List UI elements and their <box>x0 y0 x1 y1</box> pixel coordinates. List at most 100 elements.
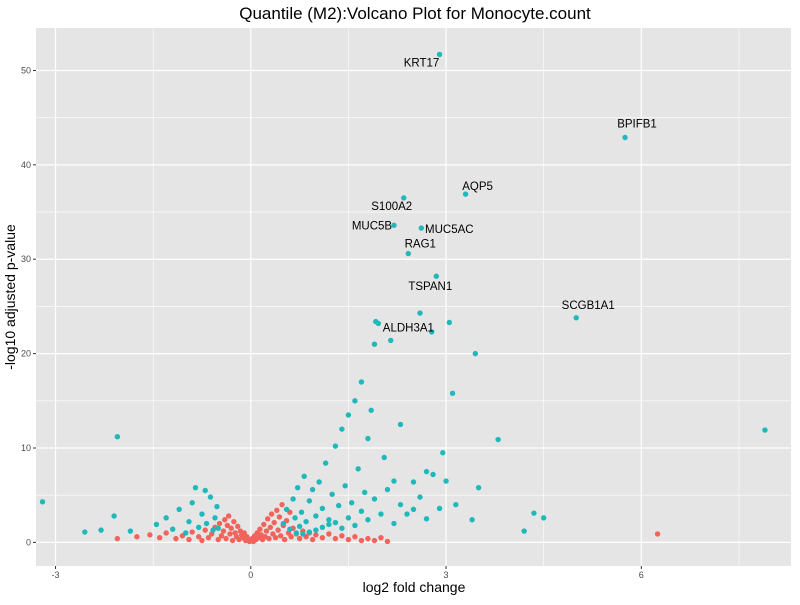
not_significant-point <box>173 535 179 542</box>
significant-point <box>280 520 287 527</box>
significant-point <box>378 511 384 517</box>
gene-label: AQP5 <box>462 181 493 193</box>
not_significant-point <box>296 535 303 542</box>
not_significant-point <box>267 524 274 531</box>
significant-point <box>433 273 439 279</box>
significant-point <box>440 450 446 456</box>
not_significant-point <box>279 501 285 508</box>
not_significant-point <box>313 532 319 538</box>
not_significant-point <box>281 536 288 543</box>
significant-point <box>300 531 306 537</box>
significant-point <box>404 511 410 517</box>
not_significant-point <box>263 528 270 534</box>
not_significant-point <box>358 537 365 544</box>
significant-point <box>283 506 290 513</box>
not_significant-point <box>268 511 275 517</box>
significant-point <box>446 319 452 326</box>
significant-point <box>322 460 329 466</box>
not_significant-point <box>261 521 267 528</box>
significant-point <box>153 521 160 528</box>
significant-point <box>430 471 436 478</box>
significant-point <box>326 517 332 523</box>
not_significant-point <box>196 534 202 540</box>
significant-point <box>472 350 479 357</box>
significant-point <box>391 520 397 527</box>
significant-point <box>475 484 482 491</box>
not_significant-point <box>265 516 271 522</box>
significant-point <box>371 341 378 347</box>
y-tick-label: 30 <box>21 254 31 264</box>
significant-point <box>176 506 182 513</box>
x-axis-title: log2 fold change <box>363 579 466 595</box>
significant-point <box>111 513 117 519</box>
x-tick-label: -3 <box>52 570 60 580</box>
significant-point <box>186 518 192 525</box>
significant-point <box>531 510 537 516</box>
not_significant-point <box>378 534 384 541</box>
significant-point <box>762 427 768 433</box>
plot-panel <box>36 28 791 566</box>
significant-point <box>215 525 221 531</box>
significant-point <box>423 468 430 475</box>
not_significant-point <box>241 530 247 536</box>
not_significant-point <box>371 537 378 544</box>
gene-label: ALDH3A1 <box>383 322 434 334</box>
significant-point <box>306 529 313 535</box>
significant-point <box>329 491 335 497</box>
not_significant-point <box>339 533 345 539</box>
not_significant-point <box>271 519 277 526</box>
major-grid <box>36 28 791 566</box>
not_significant-point <box>147 532 153 538</box>
significant-point <box>298 509 305 515</box>
gene-label: S100A2 <box>371 201 412 213</box>
significant-point <box>316 479 322 485</box>
significant-point <box>388 337 394 344</box>
not_significant-point <box>222 517 228 523</box>
y-tick-label: 10 <box>21 443 31 453</box>
not_significant-point <box>199 537 205 544</box>
significant-point <box>371 496 378 502</box>
y-tick-label: 50 <box>21 65 31 75</box>
significant-point <box>319 505 326 512</box>
x-tick-label: 3 <box>444 570 449 580</box>
significant-point <box>423 516 430 522</box>
gene-label: TSPAN1 <box>408 281 452 293</box>
significant-point <box>348 500 355 506</box>
not_significant-point <box>272 534 279 541</box>
significant-point <box>375 320 382 327</box>
significant-point <box>326 521 332 528</box>
y-tick-label: 40 <box>21 160 31 170</box>
significant-point <box>417 310 423 316</box>
not_significant-point <box>319 534 326 541</box>
significant-point <box>203 520 210 527</box>
significant-point <box>189 500 195 506</box>
significant-point <box>214 503 220 510</box>
significant-point <box>417 494 423 500</box>
not_significant-point <box>114 535 121 542</box>
significant-point <box>335 502 342 509</box>
not_significant-point <box>134 534 140 540</box>
significant-point <box>368 407 374 413</box>
significant-point <box>469 517 475 523</box>
significant-point <box>294 484 301 491</box>
significant-point <box>391 478 397 484</box>
minor-grid <box>36 28 791 566</box>
significant-point <box>313 527 319 533</box>
significant-point <box>306 498 313 504</box>
significant-point <box>622 134 628 141</box>
gene-label: BPIFB1 <box>617 118 657 130</box>
significant-point <box>192 484 199 491</box>
significant-point <box>345 412 352 418</box>
significant-point <box>355 466 361 472</box>
y-tick-label: 0 <box>26 537 31 547</box>
significant-point <box>98 527 104 533</box>
significant-point <box>365 517 371 523</box>
not_significant-point <box>229 537 236 544</box>
gene-label: MUC5B <box>352 220 393 232</box>
not_significant-point <box>202 527 208 533</box>
significant-point <box>182 530 189 536</box>
x-tick-label: 6 <box>639 570 644 580</box>
significant-point <box>397 421 404 428</box>
significant-point <box>82 529 88 535</box>
